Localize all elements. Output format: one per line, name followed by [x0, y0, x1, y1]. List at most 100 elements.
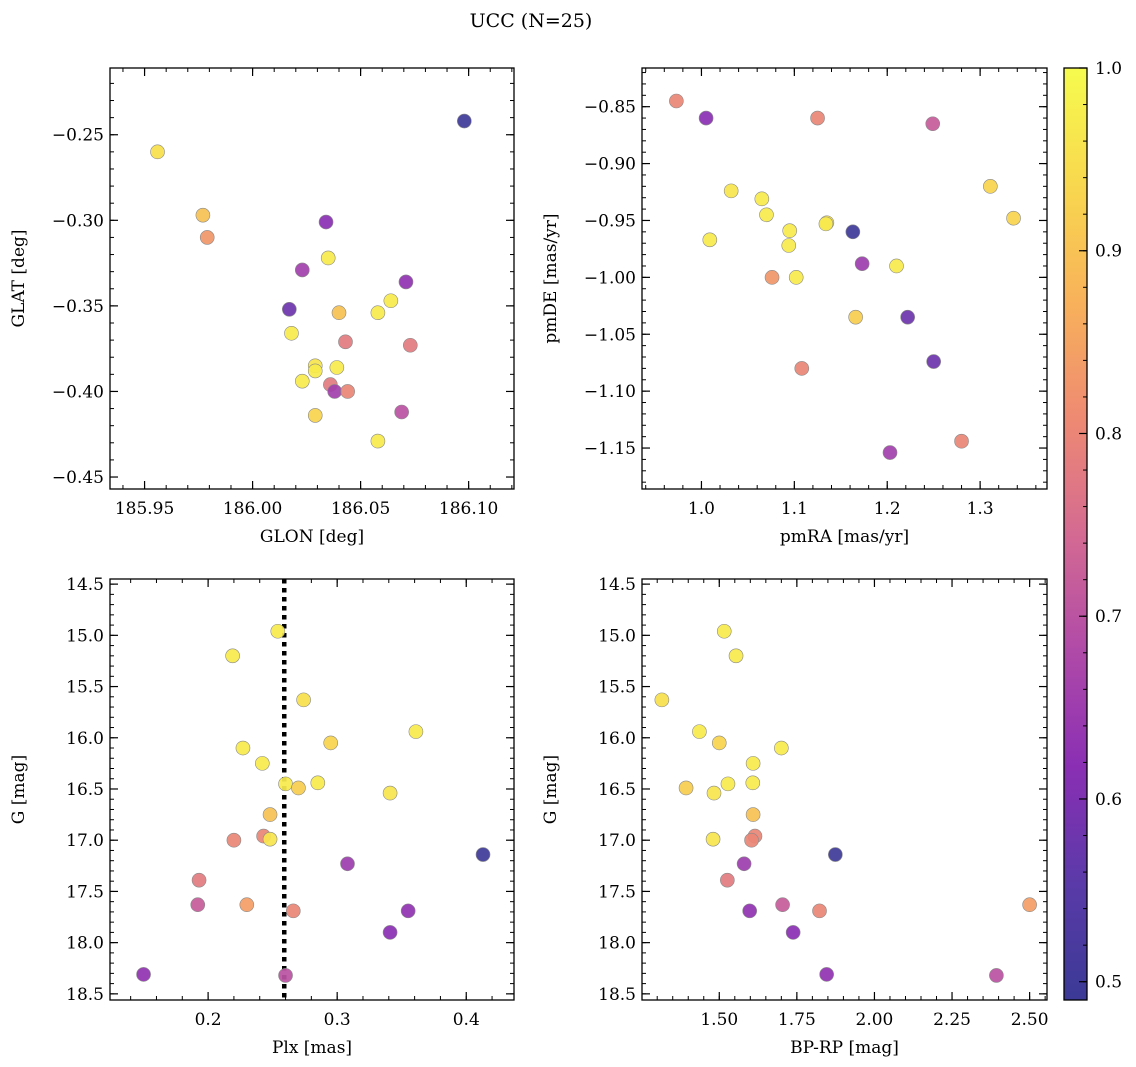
- scatter-point: [745, 756, 761, 771]
- scatter-point: [262, 831, 278, 847]
- y-tick-label: −0.90: [584, 155, 636, 175]
- x-axis-label: BP-RP [mag]: [790, 1038, 899, 1058]
- scatter-point: [745, 807, 761, 822]
- scatter-point: [278, 776, 293, 792]
- scatter-point: [1022, 897, 1037, 913]
- y-tick-label: 15.0: [66, 626, 104, 646]
- scatter-point: [989, 968, 1004, 983]
- x-axis-label: pmRA [mas/yr]: [780, 527, 909, 547]
- x-axis: 1.0 1.1 1.2 1.3: [688, 68, 994, 519]
- scatter-point: [775, 897, 790, 913]
- data-points: [669, 93, 1021, 460]
- y-tick-label: 17.5: [598, 882, 636, 902]
- scatter-point: [190, 897, 206, 913]
- minor-ticks: [642, 579, 1047, 1000]
- colorbar-tick-label: 0.5: [1095, 973, 1122, 993]
- scatter-point: [728, 648, 744, 664]
- subplot-3: 0.2 0.3 0.4 14.5 15.0 15.5 16.0 16.5 17.0 17.5 18.…: [9, 575, 515, 1058]
- scatter-point: [848, 309, 863, 325]
- scatter-point: [382, 785, 398, 801]
- scatter-point: [854, 256, 870, 272]
- minor-ticks: [110, 579, 514, 1000]
- x-tick-label: 185.95: [115, 499, 174, 519]
- scatter-point: [759, 207, 774, 223]
- plot-frame: [109, 67, 515, 490]
- scatter-point: [318, 214, 334, 230]
- scatter-point: [983, 179, 998, 194]
- scatter-point: [720, 872, 735, 888]
- y-tick-label: −0.35: [52, 297, 104, 317]
- scatter-point: [882, 445, 898, 460]
- minor-ticks: [642, 68, 1047, 489]
- data-points: [136, 623, 491, 983]
- scatter-point: [764, 270, 780, 285]
- y-tick-label: 18.0: [598, 934, 636, 954]
- x-tick-label: 1.2: [874, 499, 901, 519]
- scatter-point: [400, 903, 416, 919]
- subplot-2: 1.0 1.1 1.2 1.3 −0.85 −0.90 −0.95 −1.00 −1.05 −1.…: [541, 67, 1048, 547]
- figure-title: UCC (N=25): [470, 10, 593, 32]
- y-axis-label: G [mag]: [9, 755, 29, 824]
- data-points: [150, 113, 472, 449]
- scatter-point: [723, 183, 739, 199]
- colorbar: 0.5 0.6 0.7 0.8 0.9 1.0: [1063, 59, 1122, 1001]
- x-tick-label: 0.4: [453, 1010, 480, 1030]
- scatter-point: [394, 404, 409, 420]
- scatter-point: [235, 740, 251, 756]
- scatter-point: [794, 361, 810, 376]
- scatter-point: [327, 384, 342, 399]
- scatter-point: [781, 238, 797, 253]
- plot-frame: [641, 578, 1048, 1001]
- y-tick-label: 16.0: [598, 729, 636, 749]
- y-tick-label: −0.95: [584, 211, 636, 231]
- scatter-point: [889, 258, 904, 274]
- scatter-point: [383, 293, 399, 309]
- scatter-point: [754, 191, 770, 207]
- scatter-point: [788, 270, 804, 285]
- scatter-point: [310, 775, 326, 791]
- scatter-point: [150, 144, 165, 160]
- scatter-point: [716, 623, 732, 639]
- data-points: [654, 623, 1037, 983]
- scatter-point: [706, 785, 722, 801]
- y-tick-label: 18.5: [66, 985, 104, 1005]
- y-tick-label: 16.5: [598, 780, 636, 800]
- scatter-point: [331, 305, 347, 321]
- y-tick-label: 18.5: [598, 985, 636, 1005]
- colorbar-gradient: [1063, 67, 1088, 1001]
- scatter-point: [284, 325, 299, 341]
- subplot-1: 185.95 186.00 186.05 186.10−0.25−0.30−0.35−…: [9, 67, 515, 547]
- x-tick-label: 1.0: [688, 499, 715, 519]
- scatter-point: [199, 230, 215, 245]
- scatter-point: [370, 433, 386, 449]
- scatter-point: [291, 780, 306, 796]
- scatter-point: [320, 250, 336, 266]
- plot-frame: [641, 67, 1048, 490]
- y-tick-label: −0.85: [584, 98, 636, 118]
- scatter-point: [810, 110, 825, 126]
- scatter-point: [307, 408, 323, 423]
- x-axis-label: Plx [mas]: [272, 1038, 352, 1058]
- x-tick-label: 2.25: [933, 1010, 971, 1030]
- scatter-point: [191, 872, 207, 888]
- scatter-point: [785, 925, 801, 940]
- scatter-point: [720, 776, 736, 792]
- y-tick-label: −1.00: [584, 268, 636, 288]
- scatter-point: [654, 692, 670, 708]
- y-tick-label: 18.0: [66, 934, 104, 954]
- scatter-point: [819, 967, 834, 982]
- scatter-point: [678, 780, 694, 796]
- scatter-point: [711, 735, 727, 751]
- scatter-point: [669, 93, 684, 109]
- scatter-point: [329, 360, 345, 375]
- y-tick-label: 17.5: [66, 882, 104, 902]
- scatter-point: [323, 735, 339, 751]
- scatter-point: [382, 925, 398, 940]
- y-tick-label: −0.30: [52, 211, 104, 231]
- x-tick-label: 2.50: [1011, 1010, 1049, 1030]
- y-tick-label: 14.5: [66, 575, 104, 595]
- y-tick-label: 16.0: [66, 729, 104, 749]
- scatter-point: [812, 903, 827, 919]
- scatter-point: [307, 363, 323, 379]
- colorbar-tick-label: 0.8: [1095, 424, 1122, 444]
